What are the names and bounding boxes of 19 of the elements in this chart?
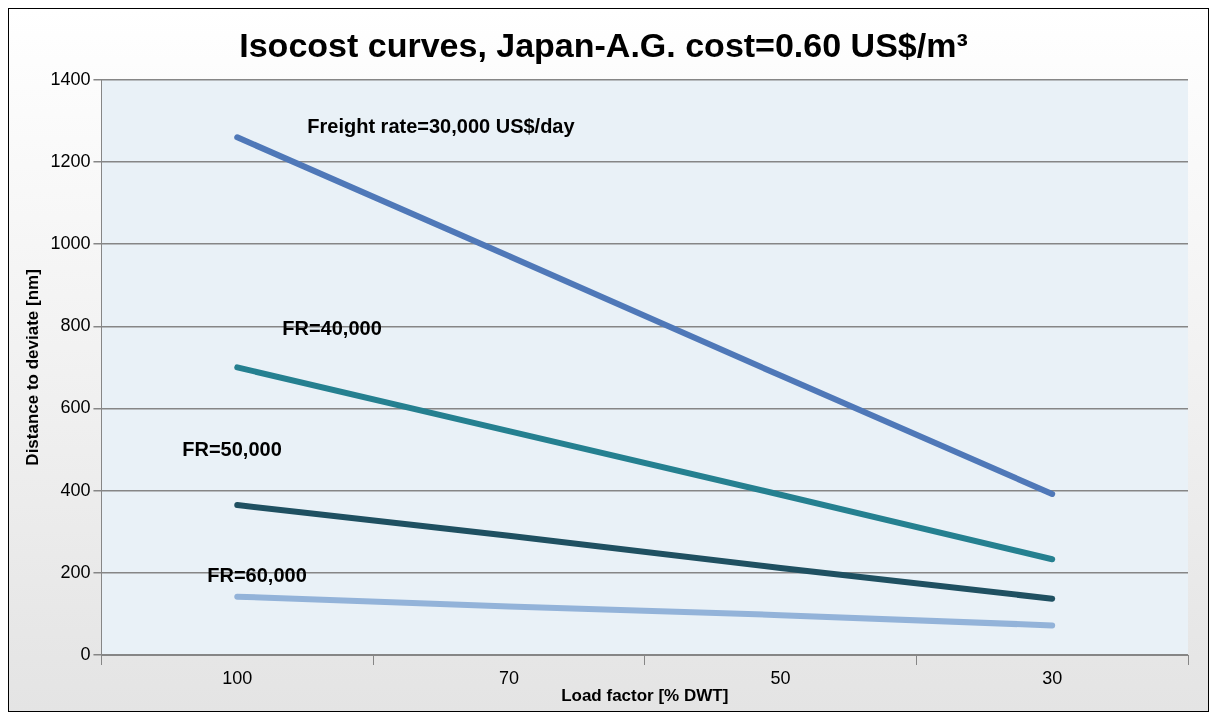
y-tick-label: 0 [80,643,91,664]
y-tick-label: 1400 [50,68,91,89]
text: FR=50,000 [182,437,282,460]
x-tick-label: 30 [1042,667,1063,688]
x-tick-label: 50 [770,667,791,688]
y-axis-title: Distance to deviate [nm] [22,269,42,466]
y-tick-label: 1200 [50,150,91,171]
x-tick-label: 70 [498,667,519,688]
y-tick-label: 400 [60,479,91,500]
series-label: FR=40,000 [282,316,382,339]
x-tick-label: 100 [222,667,253,688]
y-tick-label: 800 [60,315,91,336]
series-label: Freight rate=30,000 US$/day [307,114,576,137]
y-tick-label: 600 [60,397,91,418]
x-axis-title: Load factor [% DWT] [561,686,729,706]
series-label: FR=60,000 [207,564,307,587]
y-tick-label: 200 [60,561,91,582]
chart-title: Isocost curves, Japan-A.G. cost=0.60 US$/m³ [239,25,968,64]
y-tick-label: 1000 [50,233,91,254]
